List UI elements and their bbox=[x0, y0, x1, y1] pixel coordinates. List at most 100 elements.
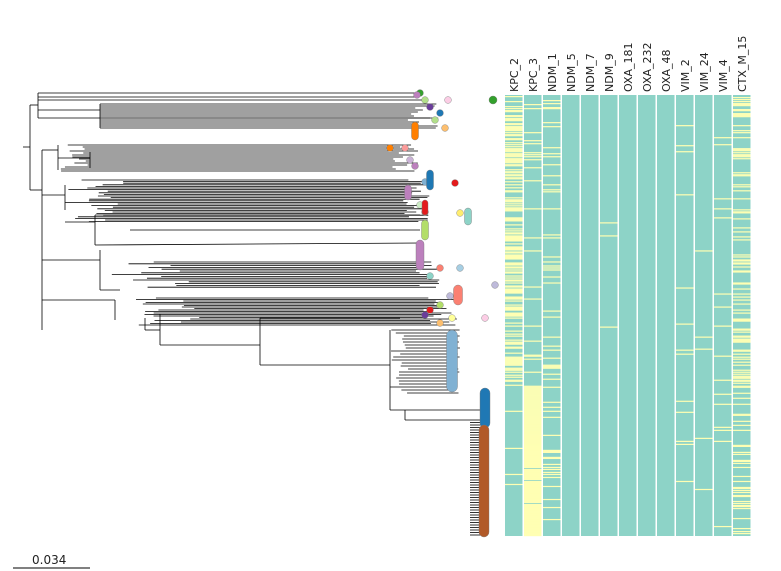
heatmap-present-cell bbox=[733, 361, 751, 363]
heatmap-present-cell bbox=[524, 532, 542, 535]
clade-tip-capsule bbox=[478, 424, 490, 538]
heatmap-present-cell bbox=[524, 420, 542, 422]
clade-tip-capsule bbox=[479, 387, 491, 429]
heatmap-present-cell bbox=[524, 530, 542, 533]
heatmap-present-cell bbox=[524, 325, 542, 327]
heatmap-present-cell bbox=[733, 97, 751, 99]
heatmap-present-cell bbox=[524, 487, 542, 490]
heatmap-present-cell bbox=[505, 341, 523, 343]
clade-tip-capsule bbox=[421, 219, 429, 241]
heatmap-present-cell bbox=[543, 406, 561, 408]
heatmap-present-cell bbox=[505, 297, 523, 299]
heatmap-present-cell bbox=[505, 362, 523, 364]
heatmap-present-cell bbox=[505, 357, 523, 359]
heatmap-present-cell bbox=[505, 108, 523, 110]
heatmap-present-cell bbox=[505, 124, 523, 126]
heatmap-present-cell bbox=[505, 314, 523, 316]
heatmap-present-cell bbox=[714, 217, 732, 219]
heatmap-present-cell bbox=[505, 155, 523, 157]
heatmap-present-cell bbox=[505, 347, 523, 349]
heatmap-present-cell bbox=[505, 118, 523, 120]
heatmap-present-cell bbox=[733, 341, 751, 343]
heatmap-present-cell bbox=[505, 285, 523, 287]
heatmap-present-cell bbox=[524, 504, 542, 507]
heatmap-present-cell bbox=[524, 154, 542, 156]
heatmap-present-cell bbox=[733, 502, 751, 505]
heatmap-present-cell bbox=[505, 135, 523, 137]
heatmap-present-cell bbox=[733, 335, 751, 337]
heatmap-present-cell bbox=[505, 149, 523, 151]
heatmap-present-cell bbox=[524, 463, 542, 466]
heatmap-present-cell bbox=[543, 456, 561, 459]
heatmap-present-cell bbox=[543, 269, 561, 271]
heatmap-present-cell bbox=[524, 493, 542, 496]
heatmap-present-cell bbox=[505, 203, 523, 205]
heatmap-present-cell bbox=[733, 227, 751, 229]
heatmap-present-cell bbox=[505, 130, 523, 132]
heatmap-present-cell bbox=[505, 291, 523, 293]
heatmap-present-cell bbox=[524, 208, 542, 210]
heatmap-present-cell bbox=[524, 475, 542, 478]
gene-column-label: NDM_7 bbox=[584, 53, 597, 92]
heatmap-present-cell bbox=[505, 315, 523, 317]
heatmap-present-cell bbox=[524, 418, 542, 420]
heatmap-present-cell bbox=[524, 450, 542, 453]
heatmap-present-cell bbox=[505, 150, 523, 152]
heatmap-present-cell bbox=[524, 524, 542, 527]
heatmap-present-cell bbox=[524, 482, 542, 485]
heatmap-present-cell bbox=[524, 456, 542, 459]
heatmap-present-cell bbox=[543, 449, 561, 452]
heatmap-present-cell bbox=[524, 458, 542, 461]
gene-column-labels: KPC_2 KPC_3 NDM_1 NDM_5 NDM_7 NDM_9 OXA_181 OXA… bbox=[508, 36, 749, 92]
heatmap-present-cell bbox=[733, 495, 751, 498]
heatmap-present-cell bbox=[505, 312, 523, 314]
heatmap-present-cell bbox=[714, 429, 732, 431]
heatmap-present-cell bbox=[524, 167, 542, 169]
heatmap-present-cell bbox=[524, 412, 542, 414]
heatmap-present-cell bbox=[505, 376, 523, 378]
heatmap-present-cell bbox=[505, 356, 523, 358]
heatmap-present-cell bbox=[524, 451, 542, 454]
scale-bar: 0.034 bbox=[13, 553, 90, 569]
heatmap-present-cell bbox=[733, 115, 751, 117]
heatmap-present-cell bbox=[505, 153, 523, 155]
heatmap-present-cell bbox=[524, 476, 542, 479]
heatmap-present-cell bbox=[524, 415, 542, 417]
heatmap-present-cell bbox=[733, 358, 751, 360]
heatmap-present-cell bbox=[543, 357, 561, 359]
heatmap-present-cell bbox=[733, 299, 751, 301]
heatmap-present-cell bbox=[733, 148, 751, 150]
heatmap-present-cell bbox=[524, 446, 542, 448]
heatmap-present-cell bbox=[505, 220, 523, 222]
heatmap-present-cell bbox=[733, 198, 751, 200]
clade-tip-capsule bbox=[404, 184, 412, 201]
heatmap-present-cell bbox=[524, 517, 542, 520]
tip-marker bbox=[426, 103, 434, 111]
heatmap-present-cell bbox=[543, 416, 561, 418]
heatmap-column bbox=[600, 95, 618, 536]
heatmap-present-cell bbox=[543, 310, 561, 312]
heatmap-present-cell bbox=[524, 488, 542, 491]
heatmap-present-cell bbox=[733, 231, 751, 233]
heatmap-present-cell bbox=[524, 465, 542, 468]
heatmap-present-cell bbox=[505, 144, 523, 146]
heatmap-present-cell bbox=[505, 218, 523, 220]
heatmap-present-cell bbox=[524, 500, 542, 503]
heatmap-present-cell bbox=[524, 509, 542, 512]
heatmap-present-cell bbox=[524, 480, 542, 483]
heatmap-present-cell bbox=[733, 382, 751, 384]
heatmap-present-cell bbox=[524, 411, 542, 413]
heatmap-present-cell bbox=[733, 444, 751, 446]
heatmap-column bbox=[638, 95, 656, 536]
heatmap-present-cell bbox=[543, 386, 561, 388]
heatmap-present-cell bbox=[505, 174, 523, 176]
heatmap-present-cell bbox=[505, 289, 523, 291]
tip-marker bbox=[456, 209, 464, 217]
heatmap-present-cell bbox=[505, 254, 523, 256]
heatmap-present-cell bbox=[714, 379, 732, 381]
heatmap-present-cell bbox=[505, 252, 523, 254]
heatmap-present-cell bbox=[695, 250, 713, 252]
heatmap-present-cell bbox=[524, 386, 542, 388]
heatmap-present-cell bbox=[524, 108, 542, 110]
heatmap-present-cell bbox=[524, 354, 542, 356]
